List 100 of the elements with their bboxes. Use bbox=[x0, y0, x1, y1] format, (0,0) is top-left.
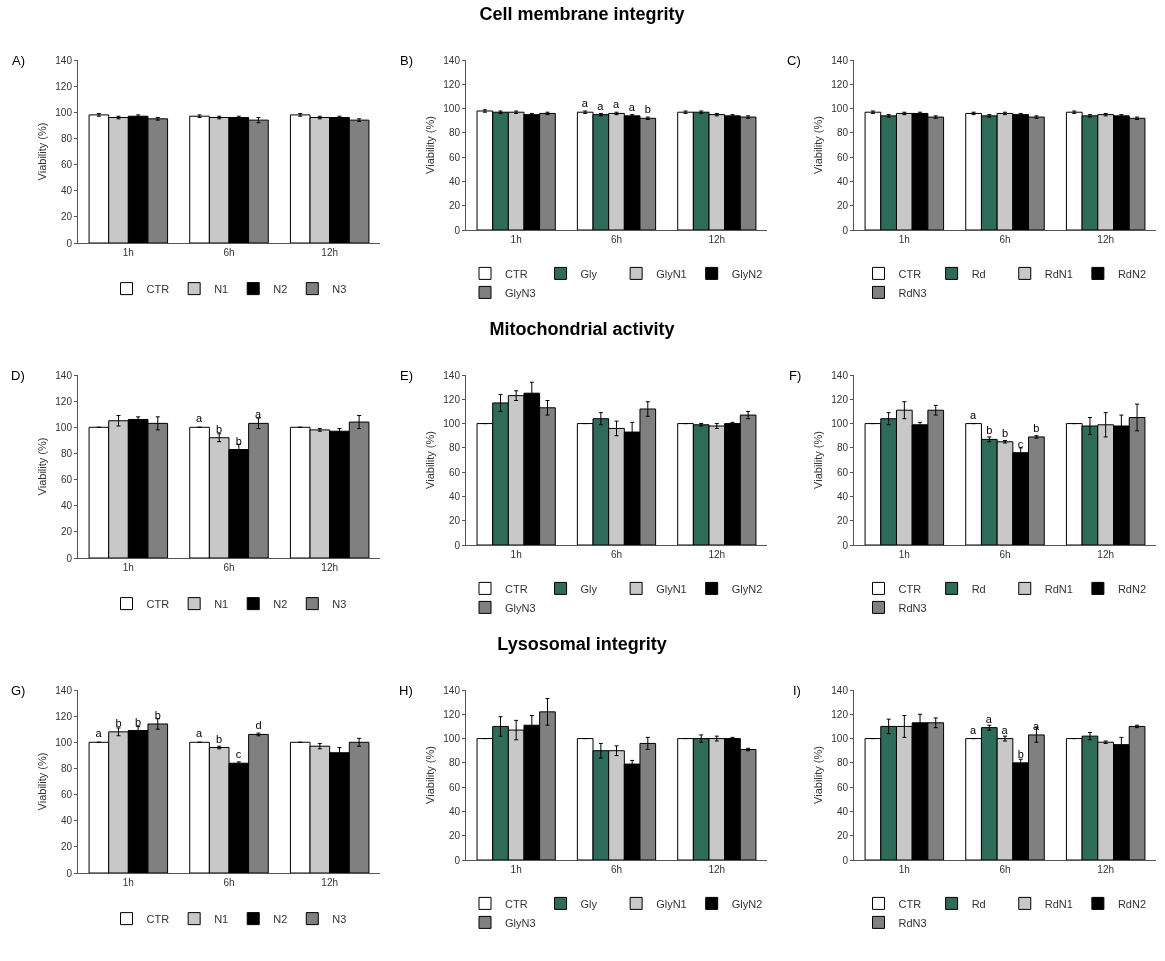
x-tick-label: 1h bbox=[510, 549, 522, 560]
x-tick-label: 1h bbox=[510, 864, 522, 875]
y-tick-label: 40 bbox=[448, 805, 461, 817]
y-tick-label: 120 bbox=[55, 80, 73, 92]
legend-label: GlyN1 bbox=[656, 582, 687, 595]
data-label: b bbox=[235, 434, 242, 447]
y-tick-label: 80 bbox=[60, 132, 73, 144]
x-tick-label: 1h bbox=[510, 234, 522, 245]
x-tick-label: 12h bbox=[1097, 549, 1115, 560]
x-tick-label: 1h bbox=[122, 562, 134, 573]
y-tick-label: 20 bbox=[60, 841, 73, 853]
legend-label: RdN3 bbox=[898, 916, 927, 929]
text: I) bbox=[793, 683, 801, 698]
legend-label: GlyN1 bbox=[656, 267, 687, 280]
legend-label: GlyN3 bbox=[505, 601, 536, 614]
y-tick-label: 80 bbox=[60, 447, 73, 459]
y-tick-label: 0 bbox=[66, 867, 73, 879]
text: F) bbox=[789, 368, 802, 383]
y-tick-label: 60 bbox=[60, 159, 73, 171]
text: E) bbox=[400, 368, 413, 383]
y-tick-label: 140 bbox=[831, 369, 849, 381]
y-tick-label: 60 bbox=[60, 789, 73, 801]
legend-label: N2 bbox=[273, 282, 288, 295]
text: G) bbox=[11, 683, 26, 698]
data-label: b bbox=[135, 715, 142, 728]
y-axis-title: Viability (%) bbox=[812, 116, 824, 174]
y-tick-label: 140 bbox=[831, 684, 849, 696]
data-label: c bbox=[235, 748, 242, 761]
data-label: a bbox=[254, 408, 262, 421]
y-axis-title: Viability (%) bbox=[36, 437, 48, 496]
data-label: b bbox=[115, 716, 122, 729]
text: A) bbox=[12, 53, 25, 68]
text: H) bbox=[399, 683, 413, 698]
y-tick-label: 60 bbox=[836, 466, 849, 478]
y-tick-label: 20 bbox=[836, 200, 849, 212]
y-tick-label: 120 bbox=[443, 393, 461, 405]
y-tick-label: 20 bbox=[60, 211, 73, 223]
y-tick-label: 0 bbox=[842, 854, 849, 866]
legend-label: GlyN3 bbox=[505, 286, 536, 299]
y-axis-title: Viability (%) bbox=[812, 431, 824, 489]
y-tick-label: 140 bbox=[55, 369, 73, 381]
y-tick-label: 100 bbox=[443, 418, 461, 430]
x-tick-label: 6h bbox=[999, 234, 1011, 245]
y-tick-label: 0 bbox=[66, 237, 73, 249]
y-tick-label: 20 bbox=[448, 200, 461, 212]
y-tick-label: 20 bbox=[448, 515, 461, 527]
legend-label: RdN3 bbox=[898, 286, 927, 299]
y-tick-label: 140 bbox=[443, 369, 461, 381]
y-tick-label: 140 bbox=[55, 54, 73, 66]
y-tick-label: 120 bbox=[443, 78, 461, 90]
y-tick-label: 0 bbox=[454, 224, 461, 236]
data-label: a bbox=[581, 97, 589, 110]
data-label: b bbox=[986, 424, 993, 437]
x-tick-label: 1h bbox=[898, 864, 910, 875]
legend-label: GlyN3 bbox=[505, 916, 536, 929]
y-tick-label: 120 bbox=[831, 78, 849, 90]
y-tick-label: 40 bbox=[448, 490, 461, 502]
legend-label: N3 bbox=[332, 597, 347, 610]
x-tick-label: 1h bbox=[898, 234, 910, 245]
data-label: a bbox=[1032, 719, 1040, 732]
x-tick-label: 12h bbox=[708, 234, 726, 245]
data-label: b bbox=[154, 708, 161, 721]
y-tick-label: 40 bbox=[836, 490, 849, 502]
data-label: b bbox=[1001, 426, 1009, 439]
y-tick-label: 60 bbox=[448, 466, 461, 478]
legend-label: Gly bbox=[580, 897, 598, 910]
y-tick-label: 140 bbox=[443, 54, 461, 66]
data-label: a bbox=[970, 723, 978, 736]
text: C) bbox=[787, 53, 801, 68]
legend-label: Gly bbox=[580, 582, 598, 595]
data-label: a bbox=[196, 412, 204, 425]
legend-label: N1 bbox=[214, 597, 229, 610]
y-tick-label: 0 bbox=[454, 539, 461, 551]
legend-label: N3 bbox=[332, 912, 347, 925]
legend-label: N1 bbox=[214, 912, 229, 925]
y-tick-label: 100 bbox=[831, 733, 849, 745]
x-tick-label: 12h bbox=[708, 864, 726, 875]
y-tick-label: 100 bbox=[443, 103, 461, 115]
x-tick-label: 12h bbox=[1097, 864, 1115, 875]
data-label: a bbox=[196, 727, 204, 740]
x-tick-label: 6h bbox=[610, 234, 623, 245]
x-tick-label: 12h bbox=[321, 562, 339, 573]
y-axis-title: Viability (%) bbox=[812, 746, 824, 804]
y-tick-label: 40 bbox=[836, 175, 849, 187]
x-tick-label: 6h bbox=[223, 562, 235, 573]
y-tick-label: 0 bbox=[66, 552, 73, 564]
y-tick-label: 120 bbox=[831, 393, 849, 405]
x-tick-label: 6h bbox=[610, 549, 623, 560]
y-tick-label: 120 bbox=[55, 710, 73, 722]
x-tick-label: 12h bbox=[1097, 234, 1115, 245]
y-tick-label: 100 bbox=[55, 421, 73, 433]
data-label: b bbox=[1033, 421, 1040, 434]
legend-label: Gly bbox=[580, 267, 598, 280]
y-axis-title: Viability (%) bbox=[424, 116, 436, 174]
y-axis-title: Viability (%) bbox=[424, 431, 436, 489]
y-tick-label: 0 bbox=[842, 539, 849, 551]
x-tick-label: 12h bbox=[321, 877, 339, 888]
legend-label: GlyN2 bbox=[731, 267, 763, 280]
legend-label: RdN3 bbox=[898, 601, 927, 614]
data-label: a bbox=[95, 727, 103, 740]
